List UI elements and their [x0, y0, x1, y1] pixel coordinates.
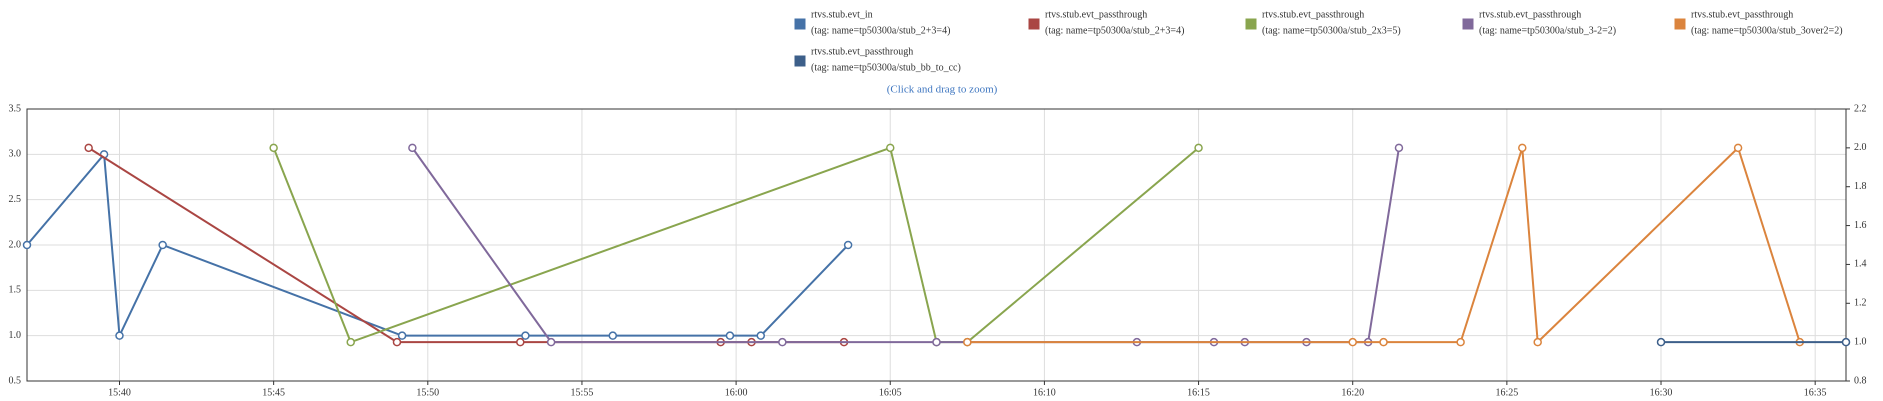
x-tick-label: 16:30 [1650, 387, 1673, 398]
y2-tick-label: 1.8 [1854, 181, 1867, 192]
point-marker [397, 331, 407, 340]
point-marker [158, 240, 167, 250]
point-marker [521, 331, 530, 340]
point-marker [346, 337, 355, 347]
point-marker [932, 337, 941, 347]
point-marker [392, 337, 402, 347]
x-tick-label: 15:55 [571, 387, 594, 398]
point-marker [608, 331, 618, 340]
y-tick-label: 1.0 [9, 330, 22, 341]
legend-tag: (tag: name=tp50300a/stub_2+3=4) [1045, 25, 1184, 36]
point-marker [1656, 337, 1666, 347]
point-marker [1379, 337, 1388, 347]
legend-item[interactable]: rtvs.stub.evt_passthrough (tag: name=tp50… [1244, 9, 1401, 36]
x-tick-label: 16:15 [1187, 387, 1210, 398]
point-marker [1518, 143, 1527, 153]
point-marker [725, 331, 735, 340]
legend-label: rtvs.stub.evt_passthrough [811, 46, 913, 57]
legend-tag: (tag: name=tp50300a/stub_3over2=2) [1691, 25, 1843, 36]
legend-item[interactable]: rtvs.stub.evt_passthrough (tag: name=tp50… [1461, 9, 1616, 36]
x-tick-label: 16:35 [1804, 387, 1827, 398]
x-tick-label: 15:40 [108, 387, 131, 398]
point-marker [84, 143, 93, 153]
legend-swatch [1244, 17, 1258, 31]
legend-swatch [1461, 17, 1475, 31]
x-tick-label: 16:25 [1495, 387, 1518, 398]
legend-swatch [1673, 17, 1687, 31]
point-marker [22, 240, 32, 250]
y2-tick-label: 1.2 [1854, 298, 1867, 309]
y-tick-label: 0.5 [9, 375, 22, 386]
x-tick-label: 15:45 [262, 387, 285, 398]
point-marker [963, 337, 972, 347]
y2-tick-label: 2.2 [1854, 103, 1867, 114]
point-marker [408, 143, 417, 153]
x-tick-label: 16:00 [725, 387, 748, 398]
point-marker [1348, 337, 1357, 347]
y2-tick-label: 1.0 [1854, 336, 1867, 347]
point-marker [1194, 143, 1203, 153]
legend-label: rtvs.stub.evt_passthrough [1045, 9, 1147, 20]
legend-tag: (tag: name=tp50300a/stub_3-2=2) [1479, 25, 1616, 36]
point-marker [269, 143, 278, 153]
chart-subtitle: (Click and drag to zoom) [887, 84, 998, 96]
point-marker [1533, 337, 1542, 347]
x-tick-label: 16:05 [879, 387, 902, 398]
x-tick-label: 16:20 [1341, 387, 1364, 398]
legend-item[interactable]: rtvs.stub.evt_passthrough (tag: name=tp50… [1673, 9, 1843, 36]
y-tick-label: 3.0 [9, 149, 22, 160]
legend-tag: (tag: name=tp50300a/stub_2+3=4) [811, 25, 950, 36]
y2-tick-label: 0.8 [1854, 375, 1867, 386]
legend-label: rtvs.stub.evt_passthrough [1479, 9, 1581, 20]
point-marker [115, 331, 124, 340]
y-tick-label: 2.5 [9, 194, 22, 205]
point-marker [843, 240, 853, 250]
legend-item[interactable]: rtvs.stub.evt_passthrough (tag: name=tp50… [793, 46, 961, 73]
y2-tick-label: 1.6 [1854, 220, 1867, 231]
legend-label: rtvs.stub.evt_in [811, 9, 873, 20]
point-marker [756, 331, 766, 340]
series-line [26, 151, 849, 340]
legend-item[interactable]: rtvs.stub.evt_in (tag: name=tp50300a/stub… [793, 9, 950, 36]
point-marker [546, 337, 556, 347]
legend-swatch [1027, 17, 1041, 31]
point-marker [1733, 143, 1743, 153]
y-tick-label: 3.5 [9, 103, 22, 114]
point-marker [1456, 337, 1465, 347]
series-line [272, 146, 1200, 344]
point-marker [778, 337, 787, 347]
legend-label: rtvs.stub.evt_passthrough [1691, 9, 1793, 20]
y2-tick-label: 1.4 [1854, 259, 1867, 270]
legend-swatch [793, 17, 807, 31]
legend-item[interactable]: rtvs.stub.evt_passthrough (tag: name=tp50… [1027, 9, 1184, 36]
point-marker [1394, 143, 1404, 153]
legend-tag: (tag: name=tp50300a/stub_2x3=5) [1262, 25, 1401, 36]
legend-tag: (tag: name=tp50300a/stub_bb_to_cc) [811, 62, 961, 73]
series-line [967, 146, 1801, 345]
x-tick-label: 15:50 [416, 387, 439, 398]
point-marker [516, 337, 525, 347]
x-tick-label: 16:10 [1033, 387, 1056, 398]
point-marker [1841, 337, 1851, 347]
y2-tick-label: 2.0 [1854, 142, 1867, 153]
y-tick-label: 1.5 [9, 285, 22, 296]
legend-label: rtvs.stub.evt_passthrough [1262, 9, 1364, 20]
legend-swatch [793, 54, 807, 68]
point-marker [886, 143, 895, 153]
y-tick-label: 2.0 [9, 239, 22, 250]
